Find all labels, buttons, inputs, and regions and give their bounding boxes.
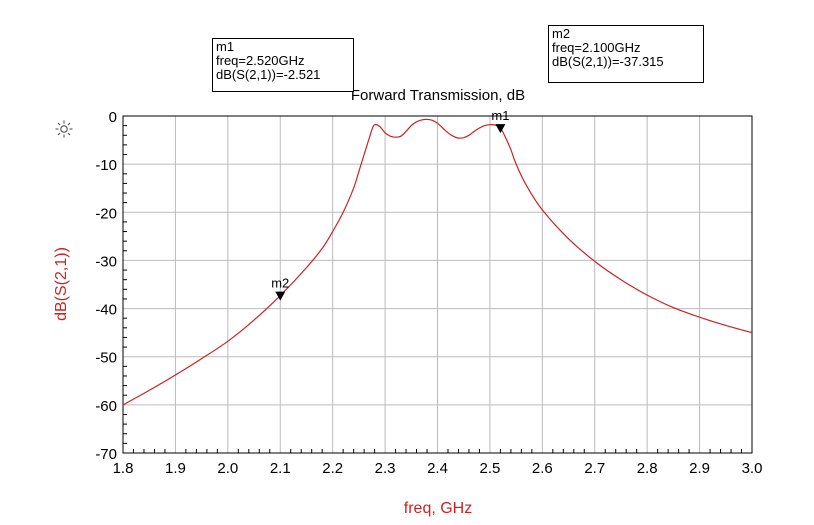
- plot-frame: [122, 115, 753, 454]
- y-tick-label: 0: [109, 109, 117, 126]
- marker-m2-readout[interactable]: m2 freq=2.100GHz dB(S(2,1))=-37.315: [548, 25, 704, 83]
- marker-m2-name: m2: [552, 26, 571, 41]
- y-tick-labels: 0 -10 -20 -30 -40 -50 -60 -70: [95, 109, 117, 463]
- y-tick-label: -40: [95, 302, 117, 319]
- marker-m1-readout[interactable]: m1 freq=2.520GHz dB(S(2,1))=-2.521: [212, 38, 354, 92]
- y-tick-label: -60: [95, 398, 117, 415]
- minor-ticks: [123, 125, 743, 453]
- x-tick-label: 2.9: [689, 460, 710, 477]
- sun-icon[interactable]: [55, 120, 73, 138]
- x-tick-label: 2.2: [322, 460, 343, 477]
- y-tick-label: -70: [95, 446, 117, 463]
- chart-title: Forward Transmission, dB: [351, 87, 525, 104]
- marker-m1-label: m1: [491, 108, 509, 123]
- x-tick-label: 2.1: [270, 460, 291, 477]
- y-axis-label: dB(S(2,1)): [53, 247, 70, 321]
- y-tick-label: -30: [95, 253, 117, 270]
- marker-m1-freq: freq=2.520GHz: [216, 53, 305, 68]
- series-line: [122, 118, 753, 406]
- y-tick-label: -20: [95, 205, 117, 222]
- marker-m1-value: dB(S(2,1))=-2.521: [216, 67, 321, 82]
- x-tick-label: 2.3: [375, 460, 396, 477]
- x-tick-label: 2.8: [637, 460, 658, 477]
- x-tick-label: 2.5: [479, 460, 500, 477]
- marker-m1-name: m1: [216, 39, 235, 54]
- x-tick-label: 2.0: [217, 460, 238, 477]
- x-tick-label: 2.4: [427, 460, 448, 477]
- markers: m1 m2: [271, 108, 509, 301]
- x-tick-label: 1.9: [165, 460, 186, 477]
- x-tick-label: 3.0: [742, 460, 763, 477]
- marker-m1-triangle[interactable]: [495, 124, 506, 134]
- marker-m2-triangle[interactable]: [275, 291, 286, 301]
- y-tick-label: -10: [95, 157, 117, 174]
- x-tick-label: 2.7: [584, 460, 605, 477]
- x-tick-label: 1.8: [113, 460, 134, 477]
- x-axis-label: freq, GHz: [404, 500, 472, 517]
- x-tick-label: 2.6: [532, 460, 553, 477]
- x-tick-labels: 1.8 1.9 2.0 2.1 2.2 2.3 2.4 2.5 2.6 2.7 2.8 2.9 3.0: [113, 460, 763, 477]
- y-tick-label: -50: [95, 350, 117, 367]
- marker-m2-label: m2: [271, 276, 289, 291]
- grid: [123, 116, 752, 453]
- marker-m2-freq: freq=2.100GHz: [552, 40, 641, 55]
- marker-m2-value: dB(S(2,1))=-37.315: [552, 54, 664, 69]
